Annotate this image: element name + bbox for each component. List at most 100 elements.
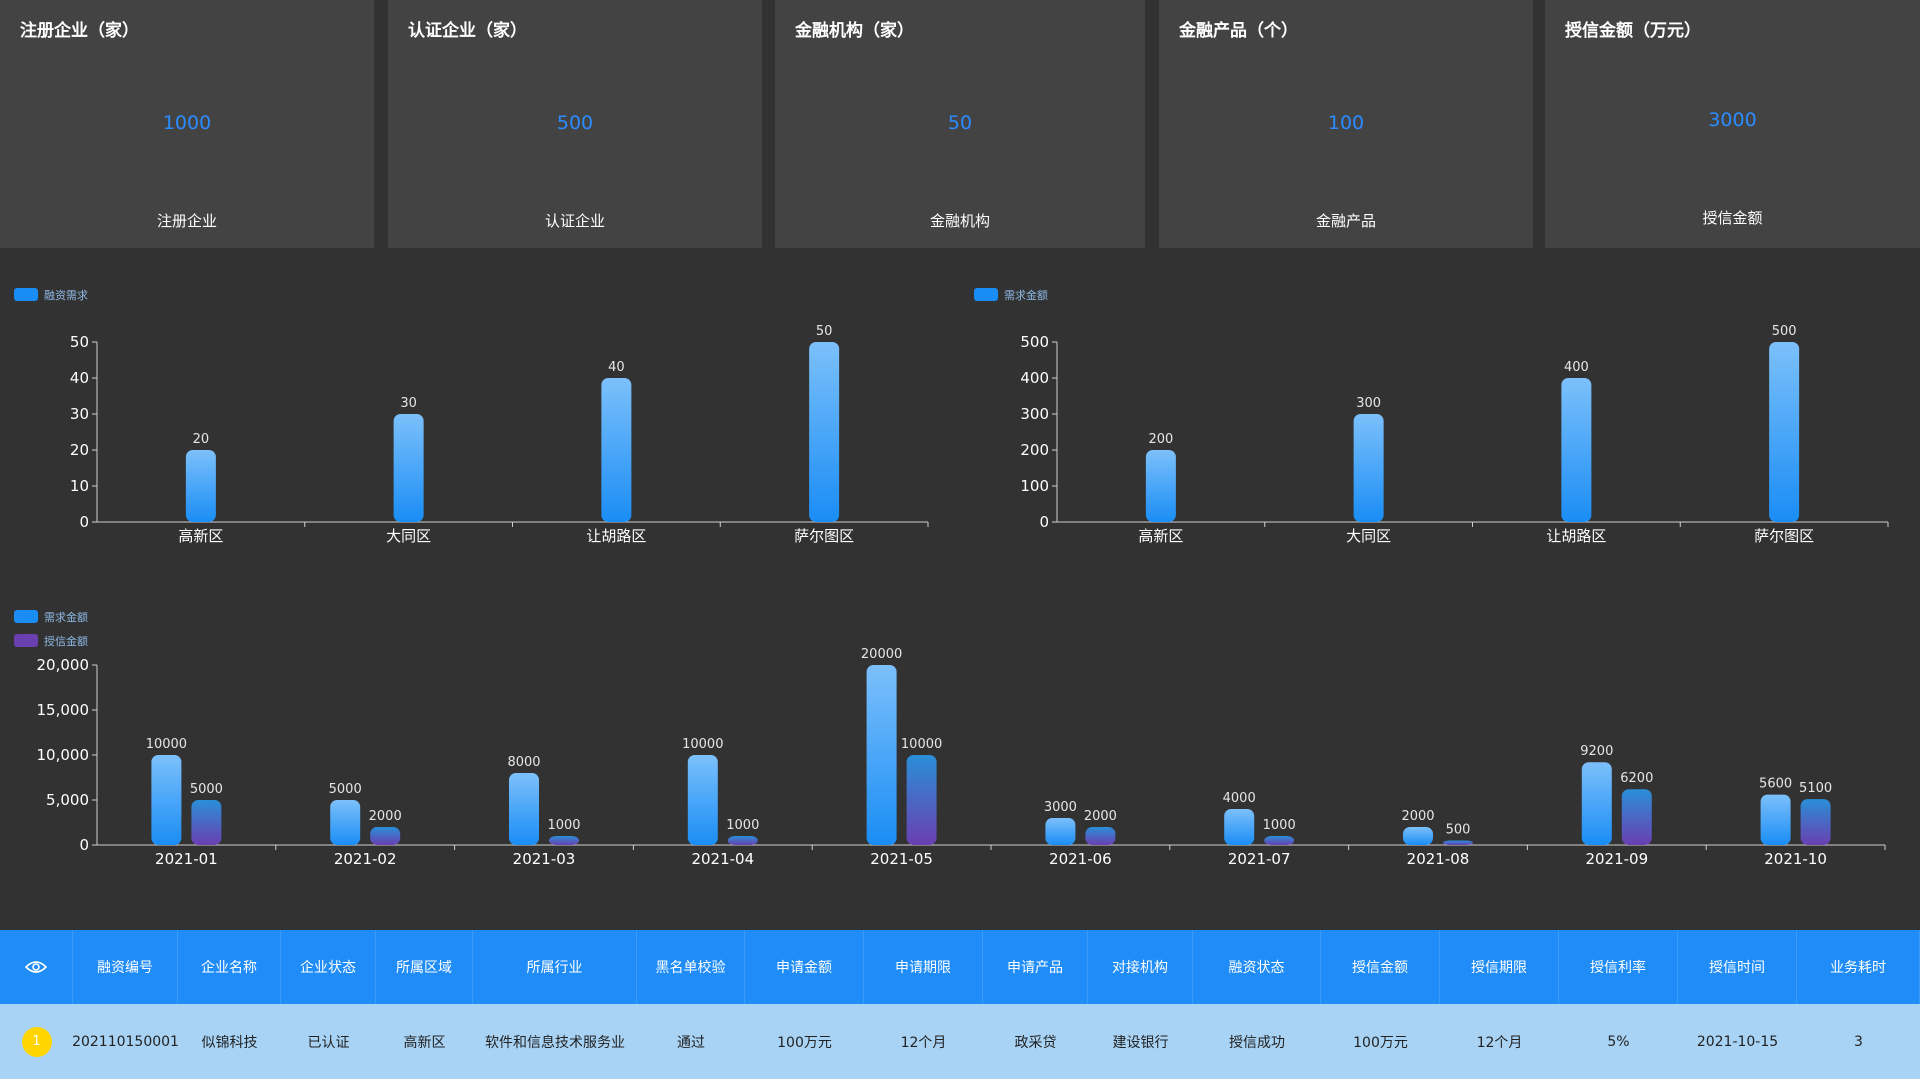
- table-cell: 政采贷: [1014, 1034, 1057, 1051]
- stat-title: 金融机构（家）: [795, 21, 914, 41]
- data-label: 4000: [1223, 791, 1256, 806]
- bar: [1403, 827, 1433, 845]
- x-tick-label: 2021-04: [691, 850, 754, 868]
- financing-table: 融资编号 企业名称 企业状态 所属区域 所属行业 黑名单校验 申请金额 申请期限 申请产品 对接机…: [0, 930, 1920, 1079]
- table-cell: 建设银行: [1112, 1034, 1169, 1051]
- stat-label: 认证企业: [544, 212, 605, 230]
- stat-label: 授信金额: [1702, 209, 1763, 227]
- data-label: 2000: [369, 809, 402, 824]
- bar: [1264, 836, 1295, 845]
- table-header-cell: 融资状态: [1193, 930, 1321, 1004]
- x-tick-label: 让胡路区: [586, 527, 646, 545]
- bar: [1145, 450, 1176, 522]
- stats-row: 注册企业（家） 1000 注册企业 认证企业（家） 500 认证企业 金融机构（…: [0, 0, 1920, 248]
- x-tick-label: 2021-07: [1228, 850, 1291, 868]
- bar: [549, 836, 579, 845]
- table-header-cell: 申请期限: [864, 930, 983, 1004]
- bar: [393, 414, 424, 522]
- stat-label: 注册企业: [156, 212, 217, 230]
- stat-card-certified: 认证企业（家） 500 认证企业: [388, 0, 762, 248]
- y-tick-label: 30: [70, 405, 89, 423]
- x-tick-label: 大同区: [386, 527, 431, 545]
- x-tick-label: 2021-01: [155, 850, 218, 868]
- table-header-cell: 对接机构: [1088, 930, 1193, 1004]
- data-label: 400: [1564, 360, 1589, 375]
- bar: [1561, 378, 1592, 522]
- table-cell: 授信成功: [1229, 1034, 1285, 1051]
- bar: [509, 773, 539, 845]
- data-label: 20000: [861, 647, 902, 662]
- x-tick-label: 让胡路区: [1546, 527, 1606, 545]
- y-tick-label: 0: [79, 836, 89, 854]
- table-header-cell: 授信时间: [1678, 930, 1797, 1004]
- y-tick-label: 20: [70, 441, 89, 459]
- data-label: 1000: [547, 818, 580, 833]
- stat-title: 授信金额（万元）: [1565, 21, 1701, 41]
- bar: [809, 342, 840, 522]
- table-cell: 100万元: [1353, 1034, 1408, 1051]
- y-tick-label: 20,000: [37, 656, 90, 674]
- y-tick-label: 0: [79, 513, 89, 531]
- y-tick-label: 15,000: [37, 701, 90, 719]
- financing-demand-chart: 融资需求 0 10 20 30 40 50 高新区 20 大同区 30 让胡路区 40 萨尔图区 50: [14, 288, 929, 545]
- x-tick-label: 2021-08: [1407, 850, 1470, 868]
- table-header-cell: 授信利率: [1559, 930, 1678, 1004]
- y-tick-label: 10,000: [37, 746, 90, 764]
- bar: [687, 755, 718, 845]
- table-header-cell: 授信期限: [1440, 930, 1559, 1004]
- data-label: 5600: [1759, 777, 1792, 792]
- stat-card-institutions: 金融机构（家） 50 金融机构: [775, 0, 1145, 248]
- bar: [1581, 762, 1612, 845]
- legend-swatch: [14, 634, 38, 647]
- table-header-cell: 授信金额: [1321, 930, 1440, 1004]
- bar: [1621, 789, 1652, 845]
- data-label: 500: [1772, 324, 1797, 339]
- stat-value: 3000: [1708, 109, 1757, 131]
- y-tick-label: 40: [70, 369, 89, 387]
- y-tick-label: 400: [1020, 369, 1049, 387]
- x-tick-label: 高新区: [178, 527, 223, 545]
- rank-badge: 1: [21, 1026, 52, 1057]
- y-tick-label: 5,000: [46, 791, 89, 809]
- stat-label: 金融产品: [1315, 212, 1376, 230]
- legend-swatch: [14, 610, 38, 623]
- data-label: 8000: [507, 755, 540, 770]
- y-tick-label: 300: [1020, 405, 1049, 423]
- data-label: 10000: [682, 737, 723, 752]
- stat-value: 50: [947, 112, 973, 134]
- table-header-cell: 业务耗时: [1797, 930, 1920, 1004]
- table-header-cell: 企业状态: [281, 930, 376, 1004]
- stat-card-credit: 授信金额（万元） 3000 授信金额: [1545, 0, 1920, 248]
- table-cell: 2021-10-15: [1696, 1033, 1779, 1050]
- x-tick-label: 大同区: [1346, 527, 1391, 545]
- data-label: 50: [816, 324, 833, 339]
- y-tick-label: 50: [70, 333, 89, 351]
- bar: [1800, 799, 1831, 845]
- demand-amount-chart: 需求金额 0 100 200 300 400 500 高新区 200 大同区 300 让胡路区 400 萨…: [974, 288, 1889, 545]
- table-cell: 12个月: [1476, 1034, 1523, 1051]
- x-tick-label: 2021-05: [870, 850, 933, 868]
- eye-icon[interactable]: [0, 930, 73, 1004]
- table-cell: 已认证: [307, 1034, 350, 1051]
- table-header-cell: 融资编号: [73, 930, 178, 1004]
- bar: [1760, 794, 1791, 845]
- bar: [1443, 840, 1473, 845]
- data-label: 20: [193, 432, 210, 447]
- table-cell: 12个月: [900, 1034, 947, 1051]
- table-cell: 202110150001: [72, 1033, 179, 1050]
- data-label: 2000: [1084, 809, 1117, 824]
- bar: [601, 378, 632, 522]
- bar: [906, 755, 937, 845]
- data-label: 6200: [1620, 771, 1653, 786]
- legend-swatch: [14, 288, 38, 301]
- data-label: 1000: [726, 818, 759, 833]
- legend-label: 融资需求: [44, 289, 88, 302]
- x-tick-label: 2021-02: [334, 850, 397, 868]
- table-header-cell: 企业名称: [178, 930, 281, 1004]
- x-tick-label: 2021-09: [1585, 850, 1648, 868]
- table-cell: 似锦科技: [201, 1034, 258, 1051]
- stat-title: 金融产品（个）: [1179, 21, 1298, 41]
- bar: [185, 450, 216, 522]
- table-cell: 软件和信息技术服务业: [485, 1034, 625, 1051]
